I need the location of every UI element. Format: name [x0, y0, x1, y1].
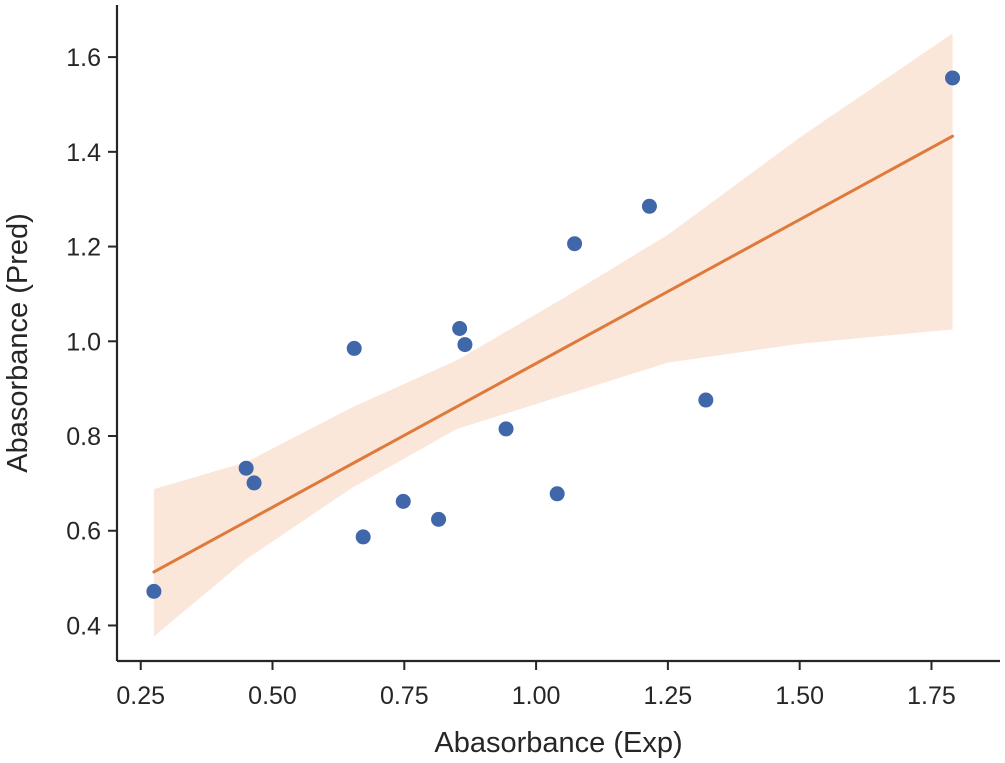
data-point [567, 236, 583, 252]
x-axis-label: Abasorbance (Exp) [434, 727, 682, 759]
x-tick-label: 0.50 [248, 682, 297, 710]
y-tick-label: 0.6 [66, 518, 101, 546]
data-point [945, 70, 961, 86]
data-point [431, 511, 447, 527]
y-tick-label: 1.6 [66, 44, 101, 72]
x-tick-label: 1.25 [644, 682, 693, 710]
y-tick-label: 1.2 [66, 234, 101, 262]
y-tick-label: 1.4 [66, 139, 101, 167]
data-point [246, 475, 262, 491]
data-point [457, 337, 473, 353]
x-tick-label: 1.00 [512, 682, 561, 710]
data-point [238, 460, 254, 476]
data-point [641, 198, 657, 214]
y-axis-label: Abasorbance (Pred) [2, 213, 34, 473]
data-point [395, 493, 411, 509]
x-tick-label: 1.75 [907, 682, 956, 710]
confidence-band [153, 33, 953, 637]
ticks-layer: 0.25 0.50 0.75 1.00 1.25 1.50 1.75 0.4 0.6 0.8 1.0… [66, 44, 956, 710]
data-point [346, 340, 362, 356]
y-tick-label: 0.8 [66, 423, 101, 451]
data-point [355, 529, 371, 545]
confidence-band-layer [153, 33, 953, 637]
x-tick-label: 0.75 [380, 682, 429, 710]
y-tick-label: 0.4 [66, 612, 101, 640]
regression-line-layer [152, 134, 955, 574]
data-point [452, 321, 468, 337]
data-point [549, 486, 565, 502]
data-point [698, 392, 714, 408]
axes-layer [115, 5, 1000, 663]
data-points-layer [146, 70, 961, 599]
data-point [146, 583, 162, 599]
regression-line [152, 134, 955, 574]
data-point [498, 421, 514, 437]
y-tick-label: 1.0 [66, 328, 101, 356]
x-tick-label: 0.25 [116, 682, 165, 710]
x-tick-label: 1.50 [775, 682, 824, 710]
